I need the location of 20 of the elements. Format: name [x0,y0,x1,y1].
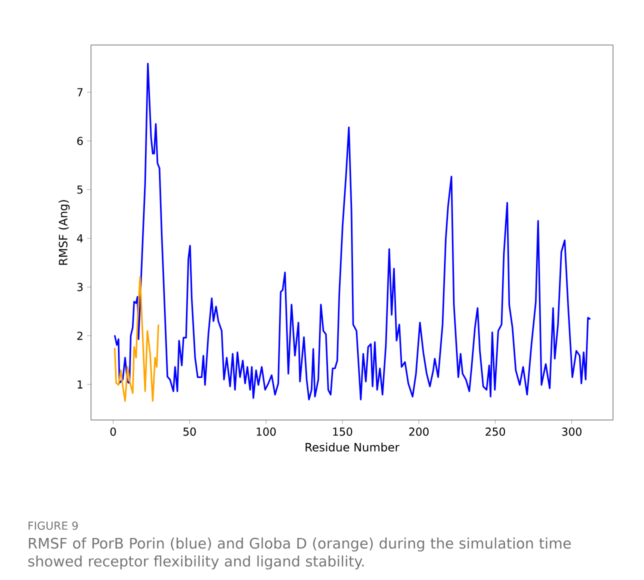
x-tick-label: 100 [256,428,276,436]
x-tick-label: 150 [333,428,352,436]
x-tick-label: 250 [486,428,506,436]
line-series [114,62,592,400]
x-axis-title: Residue Number [306,442,400,452]
y-tick-label: 3 [77,282,83,292]
x-tick-label: 0 [110,428,116,436]
y-tick-label: 4 [77,234,83,242]
y-axis-title: RMSF (Ang) [58,200,70,265]
x-tick-label: 50 [183,428,196,436]
y-tick-label: 5 [77,186,83,194]
caption: FIGURE 9 [28,522,78,530]
y-tick-label: 1 [78,380,82,388]
line-series [114,276,160,402]
y-tick-label: 2 [77,332,82,340]
x-tick-label: 200 [409,428,429,436]
y-tick-label: 6 [77,136,83,146]
x-tick-label: 300 [562,428,582,436]
text: RMSF of PorB Porin (blue) and Globa D (orange) during the simulation time showed receptor flexibility and ligand stability. [28,538,571,570]
y-tick-label: 7 [77,88,83,96]
